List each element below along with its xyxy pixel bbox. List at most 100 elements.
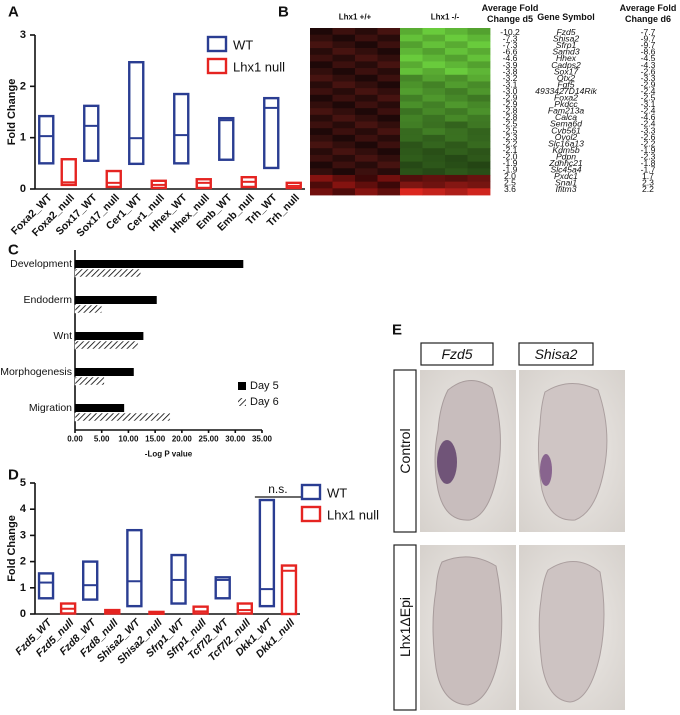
heatmap-cell	[377, 168, 401, 176]
table-cell: Hhex	[556, 53, 577, 63]
table-cell: Snai1	[555, 178, 577, 188]
x-tick-label: 10.00	[118, 435, 139, 444]
table-cell: -4.6	[503, 53, 518, 63]
table-cell: Ifitm3	[555, 184, 576, 194]
heatmap-cell	[377, 54, 401, 62]
heatmap-cell	[355, 148, 378, 156]
table-cell: -1.7	[641, 165, 656, 175]
heatmap-cell	[445, 188, 468, 196]
heatmap-cell	[445, 181, 468, 189]
heatmap-cell	[377, 161, 401, 169]
heatmap-cell	[332, 61, 356, 69]
range-box	[173, 92, 190, 165]
table-cell: -10.2	[500, 27, 520, 37]
table-cell: -2.4	[641, 106, 656, 116]
table-cell: -3.8	[503, 66, 518, 76]
legend-label: Lhx1 null	[327, 508, 379, 523]
heatmap-cell	[377, 68, 401, 76]
heatmap-cell	[400, 108, 423, 116]
table-cell: -2.6	[641, 132, 656, 142]
heatmap-cell	[467, 41, 491, 49]
y-tick-label: 5	[20, 477, 26, 489]
heatmap-cell	[355, 41, 378, 49]
table-cell: -2.6	[641, 66, 656, 76]
heatmap-cell	[467, 68, 491, 76]
table-cell: -1.8	[641, 158, 656, 168]
heatmap-cell	[377, 174, 401, 183]
bar	[74, 376, 105, 386]
table-cell: -2.5	[503, 119, 518, 129]
heatmap-cell	[310, 148, 333, 156]
legend-label: Day 6	[250, 396, 279, 408]
table-cell: -2.9	[641, 79, 656, 89]
heatmap-cell	[422, 174, 446, 183]
y-tick-label: Migration	[29, 402, 72, 414]
heatmap-cell	[355, 181, 378, 189]
table-cell: Samd3	[552, 47, 579, 57]
table-cell: -3.3	[641, 125, 656, 135]
heatmap-cell	[355, 168, 378, 176]
table-cell: 3.6	[504, 184, 516, 194]
heatmap-cell	[400, 101, 423, 109]
table-cell: Otx2	[557, 73, 575, 83]
heatmap-cell	[332, 101, 356, 109]
heatmap-cell	[445, 68, 468, 76]
panel-letter: D	[8, 467, 19, 484]
legend-label: WT	[233, 38, 253, 53]
stain	[540, 454, 552, 486]
x-tick-label: 0.00	[67, 435, 83, 444]
heatmap-cell	[400, 114, 423, 122]
heatmap-cell	[422, 134, 446, 142]
table-cell: Pxdc1	[554, 171, 578, 181]
heatmap-cell	[400, 168, 423, 176]
y-tick-label: 1	[20, 132, 26, 144]
heatmap-cell	[422, 74, 446, 82]
heatmap-cell	[422, 41, 446, 49]
heatmap-cell	[332, 181, 356, 189]
heatmap-cell	[422, 141, 446, 149]
legend-swatch	[206, 35, 228, 53]
heatmap-cell	[400, 81, 423, 89]
heatmap-cell	[310, 188, 333, 196]
range-box	[38, 114, 55, 165]
heatmap-cell	[422, 94, 446, 102]
legend-swatch	[300, 505, 322, 523]
table-cell: 2.5	[504, 178, 516, 188]
heatmap-cell	[467, 34, 491, 42]
heatmap-cell	[467, 88, 491, 96]
x-tick-label: 35.00	[252, 435, 273, 444]
heatmap-cell	[422, 28, 446, 36]
heatmap-cell	[445, 161, 468, 169]
heatmap-cell	[400, 34, 423, 42]
y-axis-title: Fold Change	[6, 515, 18, 582]
heatmap-cell	[467, 148, 491, 156]
heatmap-cell	[310, 168, 333, 176]
heatmap-cell	[422, 108, 446, 116]
heatmap-cell	[400, 181, 423, 189]
heatmap-cell	[467, 168, 491, 176]
heatmap-cell	[310, 48, 333, 56]
y-tick-label: 0	[20, 608, 26, 620]
table-cell: Kdm5b	[552, 145, 579, 155]
table-cell: Pdpn	[556, 151, 576, 161]
heatmap-cell	[310, 41, 333, 49]
heatmap-cell	[332, 88, 356, 96]
table-cell: -3.1	[641, 99, 656, 109]
table-cell: Cyb561	[551, 125, 581, 135]
panel-letter: C	[8, 242, 19, 259]
heatmap-cell	[355, 54, 378, 62]
heatmap-cell	[355, 128, 378, 136]
y-tick-label: 3	[20, 529, 26, 541]
heatmap-cell	[400, 154, 423, 162]
range-box	[218, 116, 235, 161]
bar	[74, 340, 139, 350]
heatmap-cell	[400, 188, 423, 196]
heatmap-cell	[332, 81, 356, 89]
heatmap-cell	[310, 114, 333, 122]
heatmap-cell	[377, 188, 401, 196]
heatmap-cell	[422, 88, 446, 96]
table-cell: Shisa2	[553, 34, 579, 44]
heatmap-cell	[422, 34, 446, 42]
bar	[75, 404, 125, 412]
